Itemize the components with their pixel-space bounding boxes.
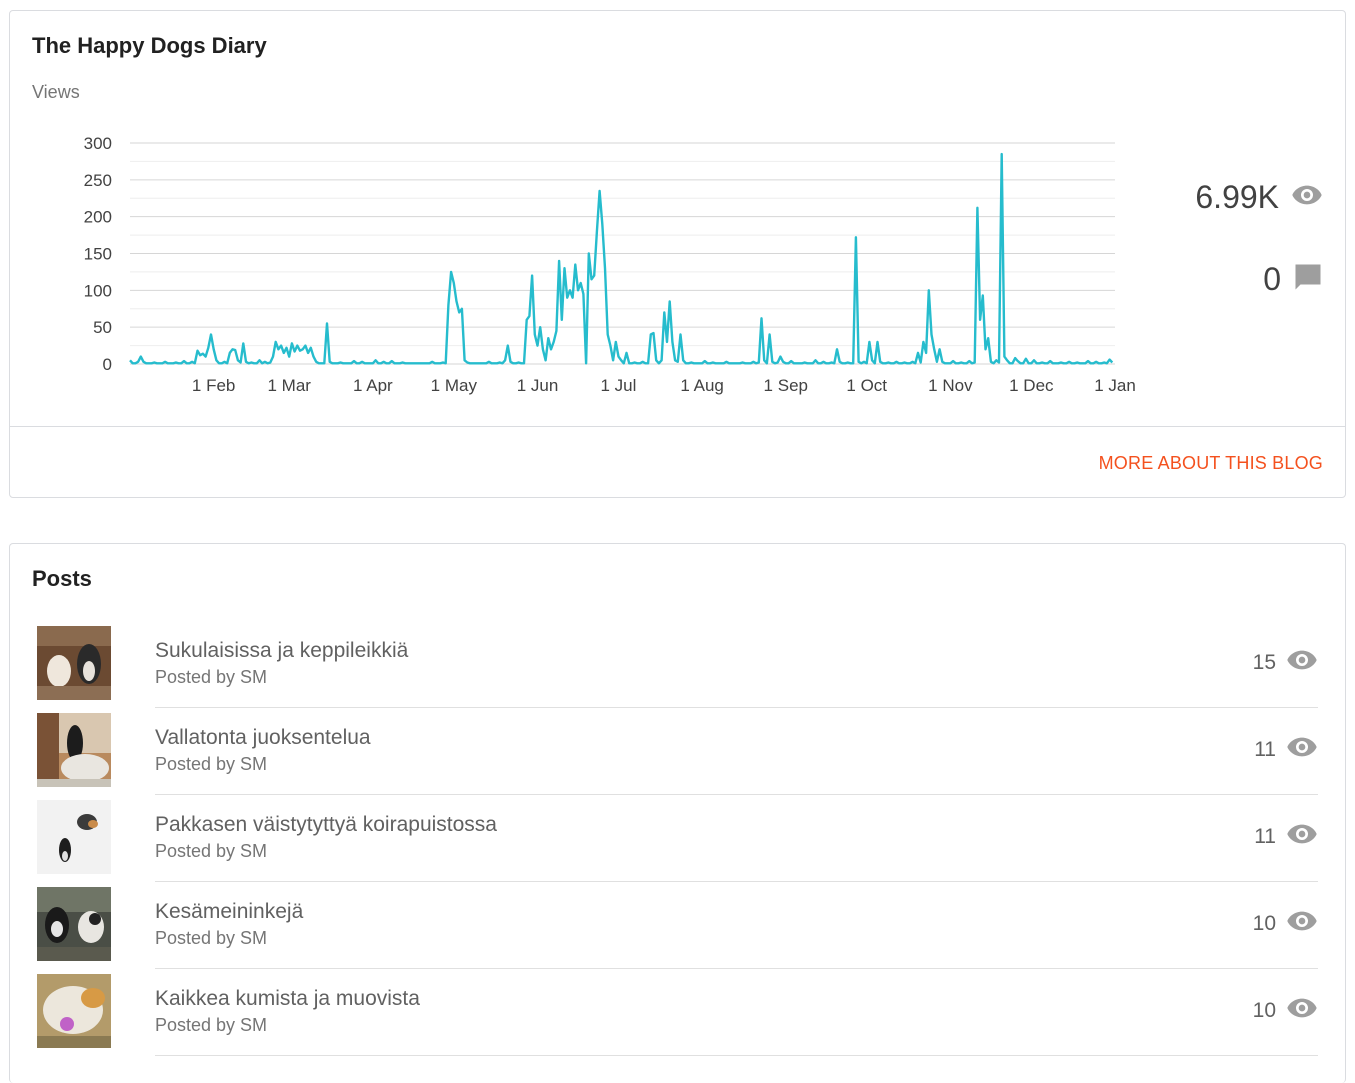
post-view-count: 10: [1252, 998, 1276, 1022]
x-tick-label: 1 Mar: [267, 376, 311, 395]
y-tick-label: 200: [84, 208, 112, 227]
post-title[interactable]: Vallatonta juoksentelua: [155, 726, 371, 749]
x-tick-label: 1 Sep: [764, 376, 808, 395]
post-view-count: 11: [1254, 824, 1276, 848]
post-title[interactable]: Pakkasen väistytyttyä koirapuistossa: [155, 813, 497, 836]
post-views: 10: [1253, 910, 1318, 937]
eye-icon: [1286, 910, 1318, 937]
eye-icon: [1286, 997, 1318, 1024]
x-tick-label: 1 May: [431, 376, 478, 395]
y-tick-label: 100: [84, 281, 112, 300]
x-tick-label: 1 Apr: [353, 376, 393, 395]
total-views-stat: 6.99K: [1195, 179, 1323, 216]
blog-stats-card: The Happy Dogs Diary Views 0 50 100 150 200 2…: [9, 10, 1346, 498]
y-tick-label: 0: [103, 355, 112, 374]
card-divider: [10, 426, 1345, 427]
posts-title: Posts: [32, 566, 92, 591]
x-tick-label: 1 Jul: [600, 376, 636, 395]
post-divider: [155, 881, 1318, 882]
post-title[interactable]: Sukulaisissa ja keppileikkiä: [155, 639, 409, 662]
total-comments-stat: 0: [1263, 261, 1323, 298]
total-views-value: 6.99K: [1195, 179, 1279, 215]
views-series-line: [129, 152, 1114, 365]
views-chart: 0 50 100 150 200 250 300 1 Feb 1 Mar 1 Apr 1 May 1 …: [84, 134, 1136, 395]
post-row[interactable]: Sukulaisissa ja keppileikkiä Posted by S…: [37, 626, 1318, 713]
x-tick-label: 1 Nov: [928, 376, 973, 395]
post-thumbnail[interactable]: [37, 626, 111, 700]
post-row[interactable]: Vallatonta juoksentelua Posted by SM 11: [37, 713, 1318, 800]
post-author: Posted by SM: [155, 667, 268, 687]
blog-title: The Happy Dogs Diary: [32, 33, 267, 58]
post-divider: [155, 1055, 1318, 1056]
post-row[interactable]: Pakkasen väistytyttyä koirapuistossa Pos…: [37, 800, 1318, 887]
post-view-count: 11: [1254, 737, 1276, 761]
post-title[interactable]: Kaikkea kumista ja muovista: [155, 987, 420, 1010]
x-tick-label: 1 Jan: [1094, 376, 1136, 395]
post-author: Posted by SM: [155, 841, 268, 861]
post-author: Posted by SM: [155, 928, 268, 948]
post-views: 11: [1254, 823, 1318, 850]
post-views: 11: [1254, 736, 1318, 763]
post-views: 15: [1253, 649, 1318, 676]
y-tick-label: 300: [84, 134, 112, 153]
y-tick-label: 150: [84, 245, 112, 264]
posts-card: Posts Sukulaisissa ja keppileikkiä Poste…: [9, 543, 1346, 1083]
x-tick-label: 1 Jun: [517, 376, 559, 395]
more-about-blog-link[interactable]: MORE ABOUT THIS BLOG: [1098, 453, 1323, 473]
post-view-count: 15: [1252, 650, 1276, 674]
eye-icon: [1286, 823, 1318, 850]
post-view-count: 10: [1252, 911, 1276, 935]
post-thumbnail[interactable]: [37, 713, 111, 787]
total-comments-value: 0: [1263, 261, 1281, 297]
views-label: Views: [32, 82, 80, 102]
post-divider: [155, 794, 1318, 795]
y-tick-label: 250: [84, 171, 112, 190]
post-thumbnail[interactable]: [37, 974, 111, 1048]
y-tick-label: 50: [93, 318, 112, 337]
post-thumbnail[interactable]: [37, 800, 111, 874]
eye-icon: [1291, 184, 1323, 211]
x-tick-label: 1 Oct: [846, 376, 887, 395]
post-row[interactable]: Kaikkea kumista ja muovista Posted by SM…: [37, 974, 1318, 1061]
post-row[interactable]: Kesämeininkejä Posted by SM 10: [37, 887, 1318, 974]
post-author: Posted by SM: [155, 1015, 268, 1035]
x-tick-label: 1 Aug: [680, 376, 724, 395]
post-thumbnail[interactable]: [37, 887, 111, 961]
post-views: 10: [1253, 997, 1318, 1024]
post-author: Posted by SM: [155, 754, 268, 774]
eye-icon: [1286, 649, 1318, 676]
post-list: Sukulaisissa ja keppileikkiä Posted by S…: [37, 626, 1318, 1061]
comment-icon: [1293, 262, 1323, 297]
x-tick-label: 1 Feb: [192, 376, 235, 395]
post-title[interactable]: Kesämeininkejä: [155, 900, 304, 923]
eye-icon: [1286, 736, 1318, 763]
post-divider: [155, 968, 1318, 969]
post-divider: [155, 707, 1318, 708]
x-tick-label: 1 Dec: [1009, 376, 1054, 395]
